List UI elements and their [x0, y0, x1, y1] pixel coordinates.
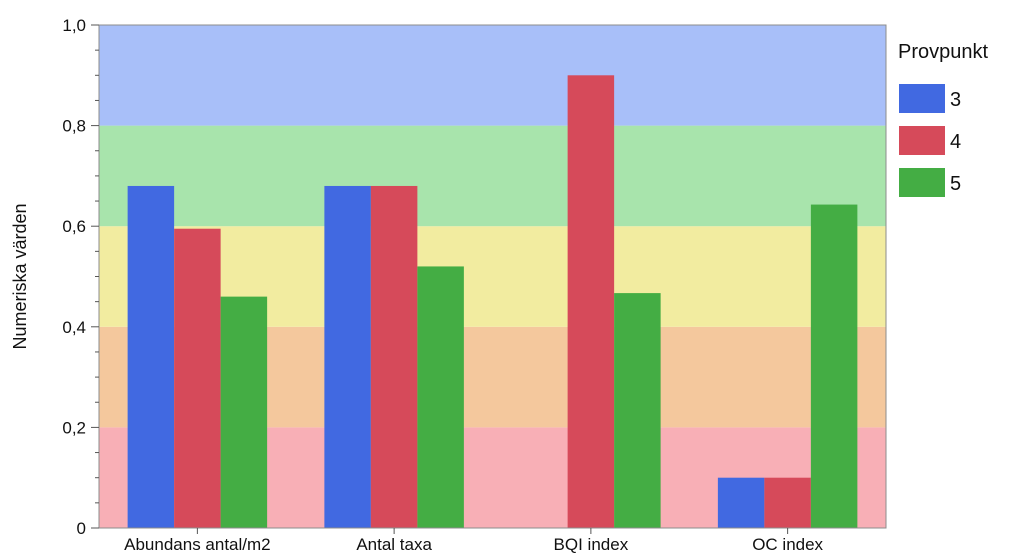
- bar-series-5-3: [810, 204, 858, 529]
- background-band-3: [99, 125, 886, 227]
- legend-swatch-4: [899, 126, 945, 155]
- bar-series-5-2: [614, 293, 661, 528]
- y-axis: 0 0,2 0,4 0,6 0,8 1,0: [62, 16, 99, 538]
- x-category-label: Abundans antal/m2: [124, 535, 271, 554]
- bar-series-3-1: [324, 185, 371, 528]
- bar-series-4-0: [174, 228, 221, 528]
- legend-label-3: 3: [950, 89, 961, 111]
- x-category-label: Antal taxa: [356, 535, 432, 554]
- bar-series-4-3: [764, 477, 811, 528]
- bars: [127, 75, 858, 529]
- bar-series-3-3: [717, 477, 765, 528]
- y-tick-label: 0,6: [62, 217, 86, 236]
- y-tick-label: 0,8: [62, 117, 86, 136]
- x-category-label: OC index: [752, 535, 823, 554]
- background-bands: [99, 25, 886, 528]
- y-tick-label: 1,0: [62, 16, 86, 35]
- bar-series-5-0: [220, 296, 268, 528]
- bar-series-5-1: [417, 266, 464, 528]
- y-tick-label: 0: [77, 519, 86, 538]
- legend-swatch-5: [899, 168, 945, 197]
- legend-title: Provpunkt: [898, 41, 988, 63]
- legend-swatch-3: [899, 84, 945, 113]
- y-tick-label: 0,2: [62, 418, 86, 437]
- legend-label-5: 5: [950, 173, 961, 195]
- x-category-label: BQI index: [554, 535, 629, 554]
- bar-series-4-2: [567, 75, 615, 529]
- legend: Provpunkt 3 4 5: [898, 41, 988, 197]
- y-axis-title: Numeriska värden: [10, 203, 30, 349]
- background-band-4: [99, 25, 886, 126]
- bar-series-3-0: [127, 185, 175, 528]
- x-axis: Abundans antal/m2 Antal taxa BQI index OC i…: [124, 528, 824, 554]
- y-tick-label: 0,4: [62, 318, 86, 337]
- bar-series-4-1: [370, 185, 418, 528]
- legend-label-4: 4: [950, 131, 961, 153]
